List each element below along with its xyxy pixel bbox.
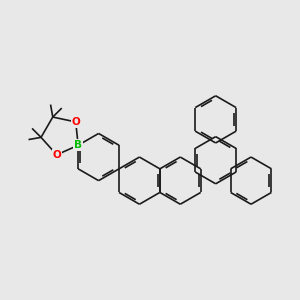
Text: B: B [74,140,82,150]
Text: O: O [52,150,61,160]
Text: O: O [71,117,80,127]
